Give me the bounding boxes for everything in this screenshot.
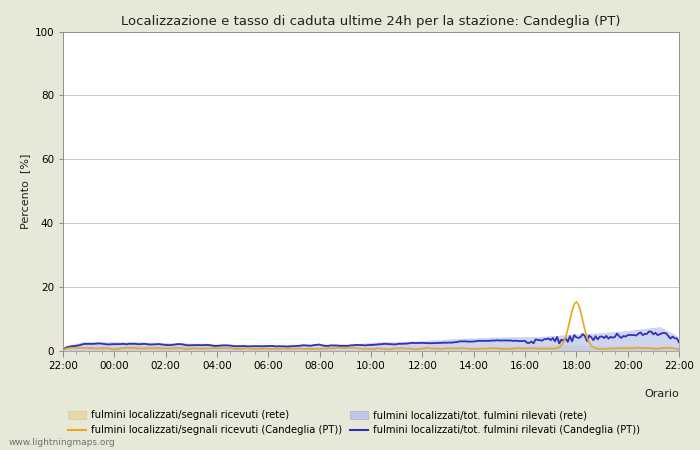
Legend: fulmini localizzati/segnali ricevuti (rete), fulmini localizzati/segnali ricevut: fulmini localizzati/segnali ricevuti (re… [68,410,640,435]
Text: www.lightningmaps.org: www.lightningmaps.org [8,437,115,446]
Text: Orario: Orario [644,389,679,399]
Y-axis label: Percento  [%]: Percento [%] [20,153,30,229]
Title: Localizzazione e tasso di caduta ultime 24h per la stazione: Candeglia (PT): Localizzazione e tasso di caduta ultime … [121,14,621,27]
